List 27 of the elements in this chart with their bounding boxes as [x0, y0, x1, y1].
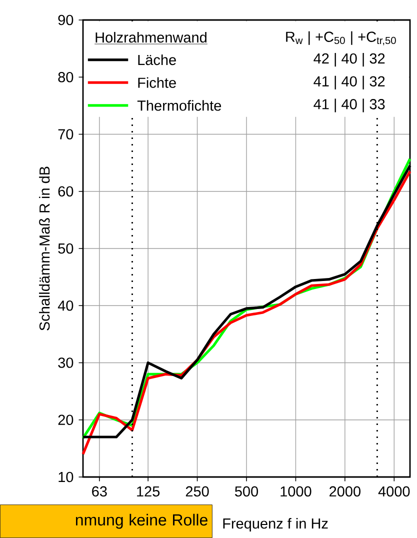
x-tick-label: 500 [234, 486, 258, 497]
legend-label: Thermofichte [137, 100, 222, 111]
y-tick-label: 40 [58, 300, 74, 311]
annotation: 41 | 40 | 32 [314, 76, 385, 90]
annotation: 42 | 40 | 32 [314, 52, 385, 67]
annotation: R$_{w}$ | +C$_{50}$ | +C$_{tr,50}$ [286, 31, 396, 46]
x-axis-title: Frequenz f in Hz [223, 518, 328, 532]
x-tick-label: 1000 [280, 486, 312, 497]
y-tick-label: 80 [58, 72, 74, 82]
x-tick-label: 125 [137, 486, 160, 497]
legend-title: Holzrahmenwand [96, 32, 206, 43]
y-axis-title: Schalldämm-Maß R in dB [39, 166, 50, 330]
annotation: 41 | 40 | 33 [314, 98, 385, 112]
x-tick-label: 63 [92, 486, 107, 497]
y-tick-label: 20 [58, 414, 74, 425]
x-tick-label: 250 [186, 486, 209, 497]
y-tick-label: 90 [58, 14, 74, 26]
y-tick-label: 30 [58, 358, 74, 368]
y-tick-label: 50 [58, 243, 74, 254]
x-tick-label: 4000 [378, 486, 410, 497]
y-tick-label: 60 [58, 186, 74, 197]
y-tick-label: 70 [58, 129, 74, 140]
legend-label: Fichte [138, 77, 176, 88]
text: nmung keine Rolle [76, 514, 208, 529]
x-tick-label: 2000 [330, 486, 360, 497]
y-tick-label: 10 [58, 472, 74, 482]
legend-label: Läche [138, 54, 176, 66]
